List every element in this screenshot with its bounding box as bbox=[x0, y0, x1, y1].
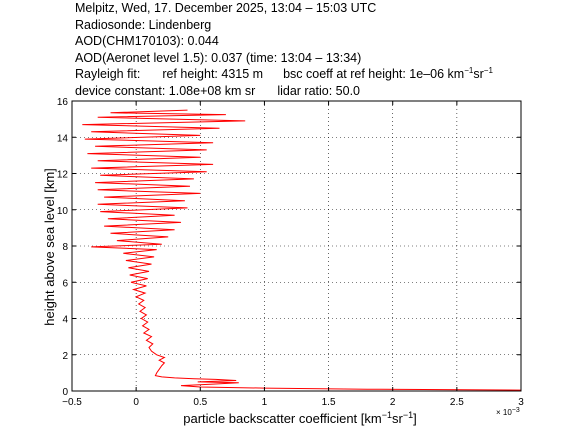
y-tick-label: 4 bbox=[62, 315, 68, 326]
x-tick-label: −0.5 bbox=[62, 397, 82, 408]
bsc-coeff-prefix: bsc coeff at ref height: 1e–06 km bbox=[283, 67, 465, 81]
x-tick-label: 3 bbox=[518, 397, 524, 408]
bsc-coeff-text: bsc coeff at ref height: 1e–06 km−1sr−1 bbox=[283, 66, 493, 83]
bsc-coeff-sr-unit: sr bbox=[473, 67, 484, 81]
x-tick-label: 0 bbox=[133, 397, 139, 408]
grid-lines bbox=[72, 101, 521, 391]
ref-height-text: ref height: 4315 m bbox=[162, 67, 264, 81]
y-tick-label: 14 bbox=[57, 133, 69, 144]
y-tick-label: 10 bbox=[57, 206, 69, 217]
aod-chm-line: AOD(CHM170103): 0.044 bbox=[75, 34, 219, 48]
device-row: device constant: 1.08e+08 km sr lidar ra… bbox=[75, 83, 493, 100]
radiosonde-line: Radiosonde: Lindenberg bbox=[75, 17, 212, 32]
x-multiplier: × 10−3 bbox=[496, 407, 520, 417]
bsc-coeff-sr-exponent: −1 bbox=[483, 65, 493, 75]
y-tick-label: 12 bbox=[57, 170, 69, 181]
tick-marks bbox=[71, 100, 522, 392]
title-line: Melpitz, Wed, 17. December 2025, 13:04 –… bbox=[75, 1, 377, 15]
profile-curve-layer bbox=[82, 109, 521, 391]
figure-header: Melpitz, Wed, 17. December 2025, 13:04 –… bbox=[75, 0, 493, 99]
x-tick-label: 2.5 bbox=[450, 397, 464, 408]
rayleigh-fit-row: Rayleigh fit: ref height: 4315 m bsc coe… bbox=[75, 66, 493, 83]
device-constant-text: device constant: 1.08e+08 km sr bbox=[75, 83, 256, 98]
aod-aeronet-line: AOD(Aeronet level 1.5): 0.037 (time: 13:… bbox=[75, 50, 362, 65]
y-tick-labels: 0 2 4 6 8 10 12 14 16 bbox=[57, 97, 69, 398]
y-axis-label: height above sea level [km] bbox=[42, 168, 57, 326]
y-tick-label: 0 bbox=[62, 387, 68, 398]
y-tick-label: 6 bbox=[62, 278, 68, 289]
rayleigh-fit-label: Rayleigh fit: bbox=[75, 67, 141, 81]
x-tick-label: 1.5 bbox=[322, 397, 336, 408]
x-tick-labels: −0.5 0 0.5 1 1.5 2 2.5 3 bbox=[62, 397, 524, 408]
y-tick-label: 8 bbox=[62, 242, 68, 253]
backscatter-profile-line bbox=[82, 109, 521, 391]
lidar-ratio-text: lidar ratio: 50.0 bbox=[277, 83, 360, 98]
x-tick-label: 0.5 bbox=[193, 397, 207, 408]
x-axis-label: particle backscatter coefficient [km−1sr… bbox=[183, 410, 416, 426]
x-tick-label: 2 bbox=[390, 397, 396, 408]
y-tick-label: 2 bbox=[62, 351, 68, 362]
y-tick-label: 16 bbox=[57, 97, 69, 108]
x-tick-label: 1 bbox=[262, 397, 268, 408]
bsc-coeff-km-exponent: −1 bbox=[464, 65, 474, 75]
